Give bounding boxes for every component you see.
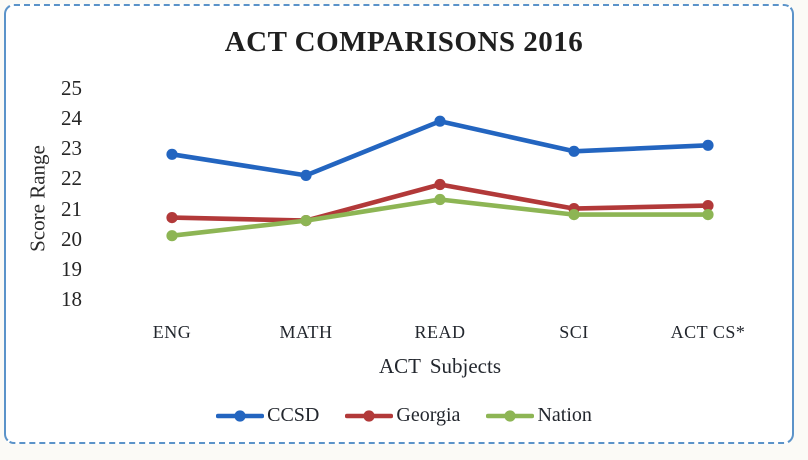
chart-title: ACT COMPARISONS 2016 (224, 26, 584, 58)
chart-frame (4, 4, 794, 444)
data-point-georgia-act-cs (702, 200, 714, 212)
data-point-ccsd-act-cs (702, 139, 714, 151)
legend-item-georgia: Georgia (345, 404, 460, 427)
data-point-georgia-eng (166, 212, 178, 224)
y-tick-23: 23 (61, 136, 82, 161)
y-tick-20: 20 (61, 226, 82, 251)
chart-legend: CCSD Georgia Nation (0, 404, 808, 427)
y-tick-22: 22 (61, 166, 82, 191)
data-point-ccsd-eng (166, 148, 178, 160)
y-tick-24: 24 (61, 106, 82, 131)
legend-label-ccsd: CCSD (267, 404, 320, 426)
data-point-georgia-read (434, 178, 446, 191)
y-tick-25: 25 (61, 76, 82, 100)
legend-label-georgia: Georgia (396, 404, 461, 426)
data-point-nation-eng (166, 230, 178, 242)
data-point-nation-sci (568, 209, 580, 221)
data-point-nation-read (434, 193, 446, 206)
legend-marker-nation-icon (486, 409, 535, 422)
x-category-read: READ (414, 322, 466, 342)
y-tick-18: 18 (61, 287, 82, 311)
x-axis-label: ACT Subjects (378, 354, 502, 378)
x-category-act-cs: ACT CS* (670, 322, 746, 342)
legend-item-nation: Nation (486, 404, 592, 427)
data-point-ccsd-sci (568, 145, 580, 157)
data-point-nation-act-cs (702, 209, 714, 221)
x-category-eng: ENG (152, 322, 192, 342)
x-category-math: MATH (279, 322, 333, 342)
data-point-ccsd-read (434, 115, 446, 127)
legend-marker-ccsd-icon (216, 409, 265, 422)
series-line-ccsd (169, 118, 711, 178)
data-point-ccsd-math (300, 169, 312, 181)
legend-marker-georgia-icon (345, 409, 394, 422)
x-category-sci: SCI (559, 322, 589, 342)
legend-item-ccsd: CCSD (216, 404, 319, 427)
y-tick-19: 19 (61, 256, 82, 281)
y-tick-21: 21 (61, 196, 82, 221)
legend-label-nation: Nation (537, 404, 592, 426)
data-point-nation-math (300, 215, 312, 227)
